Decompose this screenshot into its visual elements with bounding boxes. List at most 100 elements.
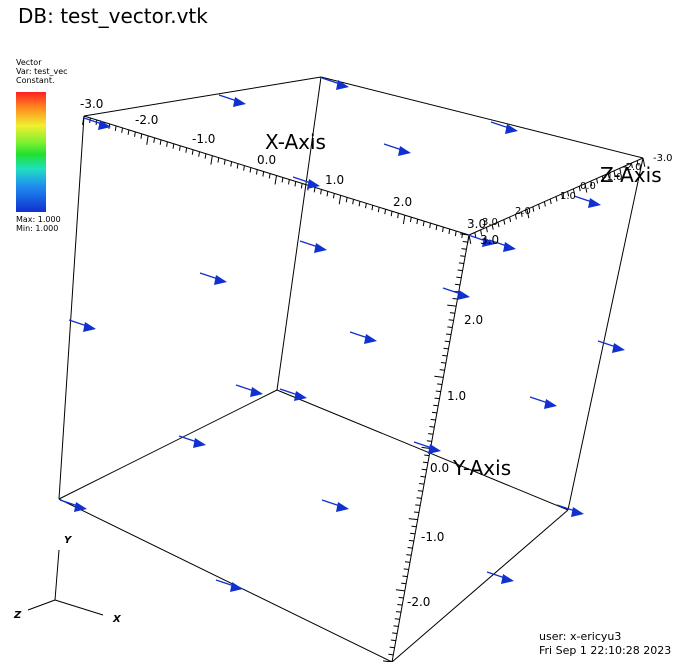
z-tick-mark	[590, 181, 593, 187]
box-edge	[58, 389, 278, 500]
y-tick-mark	[421, 446, 431, 449]
vector-arrowhead	[74, 502, 87, 512]
y-tick-mark	[393, 625, 399, 627]
y-tick-mark	[430, 418, 436, 421]
y-tick-mark	[398, 596, 404, 599]
x-tick-mark	[243, 165, 245, 171]
x-tick-mark	[166, 141, 168, 147]
x-tick-mark	[467, 234, 470, 244]
x-tick-mark	[371, 205, 374, 211]
z-tick-label: -3.0	[653, 153, 673, 164]
vector-arrowhead	[503, 242, 516, 252]
y-tick-mark	[389, 646, 395, 649]
y-tick-mark	[443, 347, 449, 350]
z-tick-mark	[497, 222, 500, 228]
legend-variable: Var: test_vec	[16, 67, 68, 76]
y-tick-mark	[460, 255, 466, 257]
x-tick-label: 0.0	[257, 153, 276, 167]
y-tick-mark	[395, 589, 405, 592]
triad-y-label: Y	[64, 535, 73, 546]
z-tick-mark	[630, 163, 633, 169]
y-tick-mark	[422, 461, 428, 464]
x-tick-mark	[294, 181, 297, 187]
user-name: user: x-ericyu3	[539, 630, 622, 643]
x-tick-mark	[114, 125, 117, 131]
box-edge	[320, 76, 644, 159]
y-tick-mark	[447, 326, 453, 329]
y-tick-mark	[460, 233, 470, 236]
vector-arrowhead	[501, 574, 514, 584]
x-tick-mark	[178, 145, 181, 151]
x-tick-label: -2.0	[135, 113, 158, 127]
vector-arrowhead	[588, 198, 601, 208]
vector-glyphs	[59, 77, 625, 592]
x-tick-mark	[198, 151, 200, 157]
y-tick-mark	[408, 518, 418, 521]
x-tick-mark	[210, 155, 213, 165]
x-tick-mark	[288, 179, 290, 185]
y-tick-mark	[440, 362, 446, 364]
z-tick-mark	[526, 209, 530, 219]
y-tick-label: 2.0	[464, 313, 483, 327]
x-tick-mark	[146, 135, 149, 145]
x-tick-mark	[268, 173, 271, 179]
x-tick-mark	[416, 219, 419, 225]
z-tick-mark	[485, 227, 488, 233]
box-edge	[567, 157, 644, 511]
z-tick-mark	[468, 234, 472, 244]
x-tick-mark	[159, 139, 162, 145]
box-edge	[276, 76, 322, 391]
vector-arrowhead	[193, 438, 206, 448]
x-tick-mark	[358, 201, 361, 207]
z-axis-ticks	[468, 157, 646, 244]
y-tick-mark	[456, 276, 462, 279]
vector-arrowhead	[83, 322, 96, 332]
y-tick-mark	[458, 262, 464, 264]
y-tick-mark	[462, 241, 468, 243]
y-tick-mark	[397, 603, 403, 606]
x-tick-mark	[313, 187, 316, 193]
y-tick-mark	[406, 554, 412, 556]
vector-arrowhead	[230, 582, 243, 592]
z-tick-mark	[474, 232, 477, 238]
x-tick-mark	[377, 207, 380, 213]
y-tick-mark	[435, 390, 441, 393]
z-tick-mark	[538, 204, 541, 210]
y-tick-mark	[452, 297, 458, 300]
z-tick-mark	[561, 193, 564, 199]
vector-arrowhead	[233, 97, 246, 107]
x-tick-mark	[300, 183, 303, 189]
box-edge	[58, 115, 85, 500]
timestamp: Fri Sep 1 22:10:28 2023	[539, 644, 672, 657]
z-tick-mark	[514, 214, 517, 220]
z-tick-mark	[578, 186, 581, 192]
z-tick-mark	[607, 173, 610, 179]
y-tick-mark	[420, 475, 426, 478]
y-tick-mark	[434, 375, 444, 378]
y-tick-mark	[461, 248, 467, 250]
y-tick-mark	[417, 490, 423, 492]
vector-arrowhead	[336, 502, 349, 512]
vector-arrowhead	[571, 507, 584, 517]
y-tick-label: -2.0	[407, 595, 430, 609]
y-tick-mark	[434, 397, 440, 400]
y-tick-mark	[455, 283, 461, 286]
vector-arrowhead	[364, 334, 377, 344]
y-tick-mark	[390, 639, 396, 642]
x-tick-label: -1.0	[192, 132, 215, 146]
y-tick-mark	[403, 568, 409, 570]
vector-arrowhead	[314, 243, 327, 253]
x-tick-label: 3.0	[467, 217, 486, 231]
y-tick-mark	[442, 354, 448, 357]
x-axis-labels: -3.0 -2.0 -1.0 0.0 1.0 2.0 3.0	[80, 97, 486, 231]
x-tick-mark	[249, 167, 252, 173]
y-tick-label: 1.0	[447, 389, 466, 403]
y-tick-mark	[407, 547, 413, 549]
y-tick-mark	[408, 539, 414, 542]
z-tick-label: 3.0	[482, 217, 498, 228]
x-tick-mark	[121, 127, 123, 133]
z-tick-mark	[503, 219, 506, 225]
z-tick-mark	[572, 188, 575, 194]
x-tick-mark	[345, 197, 348, 203]
